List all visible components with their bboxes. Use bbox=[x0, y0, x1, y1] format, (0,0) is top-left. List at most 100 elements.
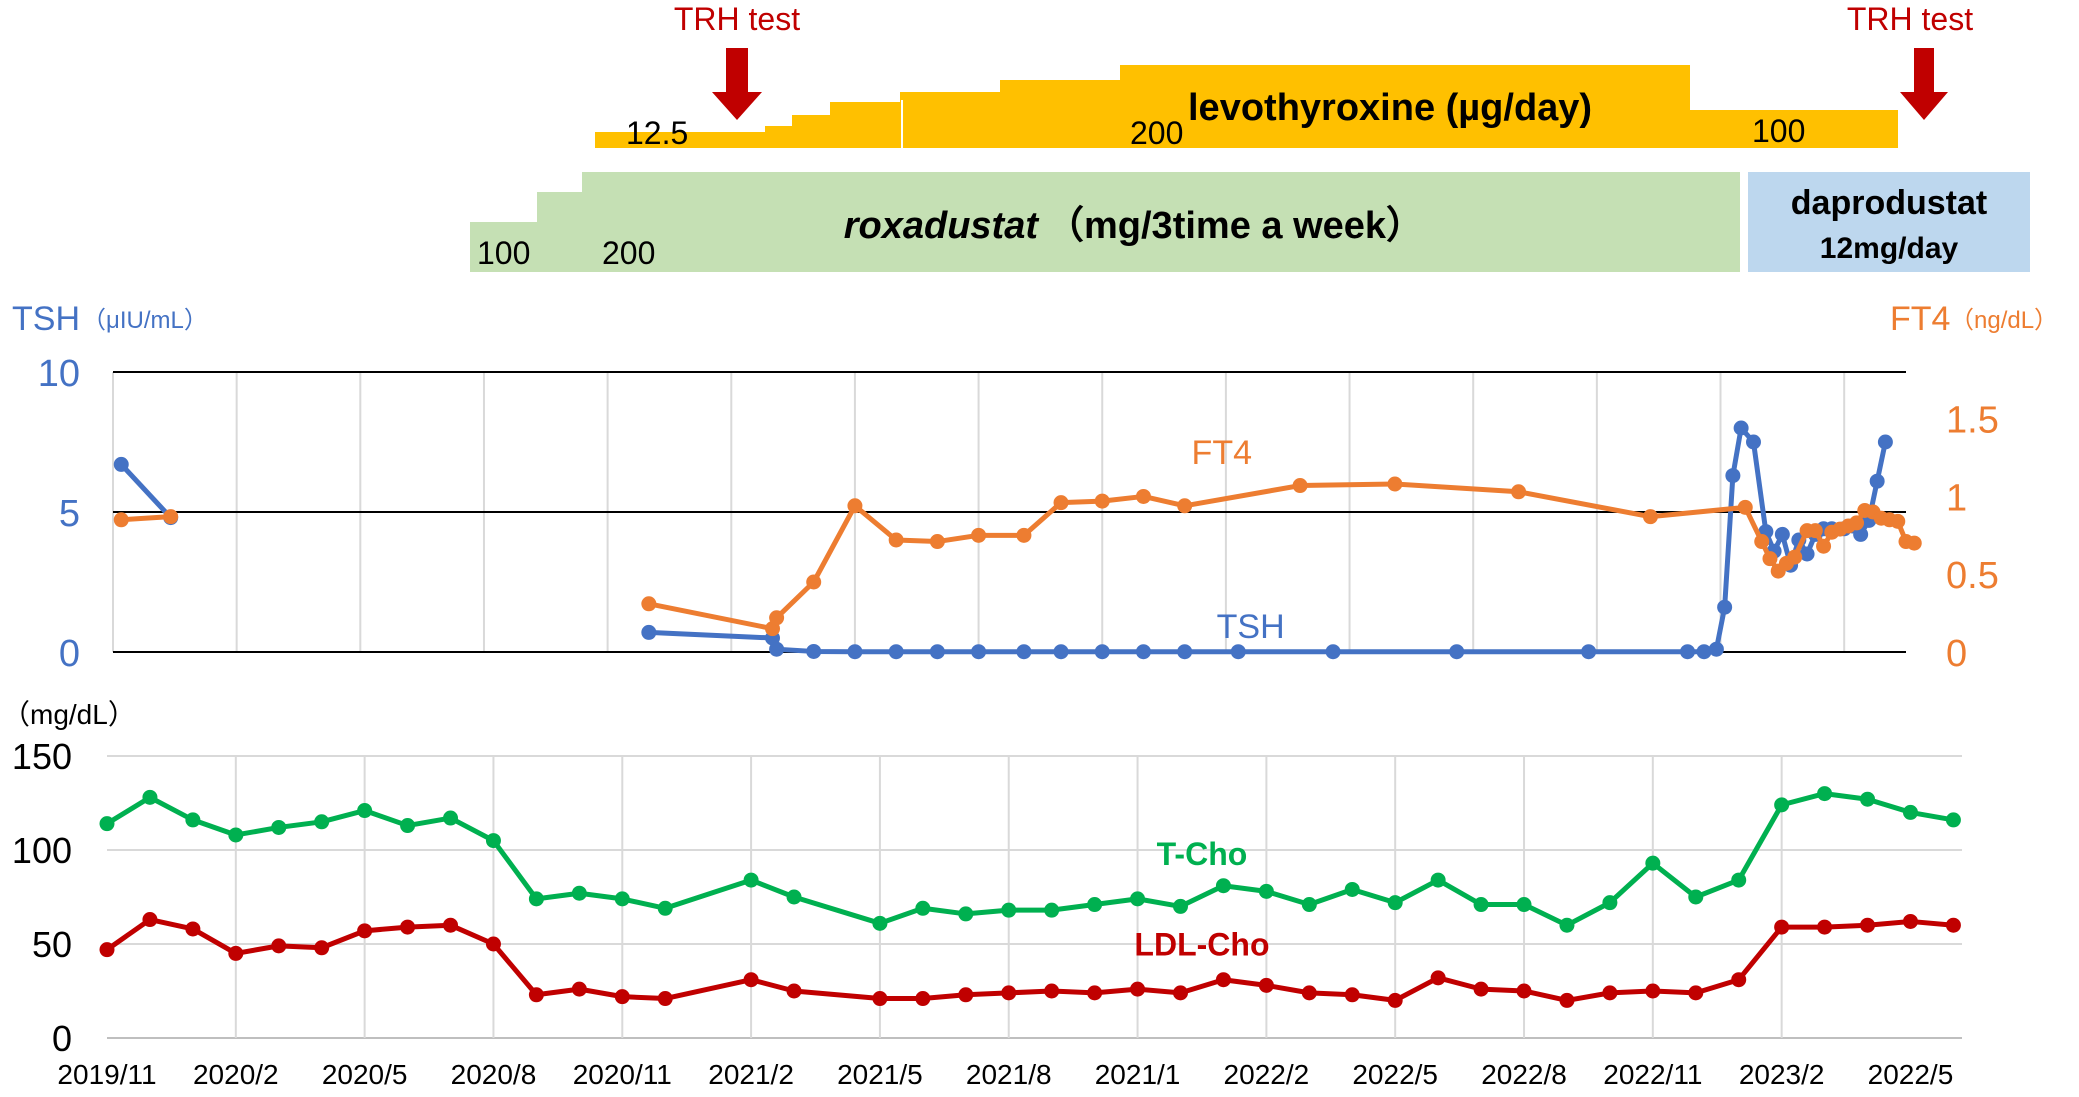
ft4-data-point bbox=[1906, 535, 1922, 551]
cholesterol-y-tick-label: 150 bbox=[12, 736, 72, 777]
cholesterol-x-tick-label: 2022/11 bbox=[1603, 1059, 1702, 1090]
t-cho-data-point bbox=[614, 891, 630, 907]
cholesterol-x-tick-label: 2021/2 bbox=[708, 1059, 794, 1090]
ldl-cho-data-point bbox=[528, 987, 544, 1003]
ft4-data-point bbox=[1754, 534, 1770, 550]
ft4-series-line bbox=[121, 514, 171, 523]
tsh-data-point bbox=[1680, 644, 1696, 660]
tsh-data-point bbox=[1869, 473, 1885, 489]
tsh-data-point bbox=[806, 643, 822, 659]
ft4-data-point bbox=[1642, 509, 1658, 525]
cholesterol-y-tick-label: 100 bbox=[12, 830, 72, 871]
ldl-cho-data-point bbox=[1516, 983, 1532, 999]
t-cho-data-point bbox=[1945, 812, 1961, 828]
ldl-cho-data-point bbox=[314, 940, 330, 956]
roxadustat-dose-next: 200 bbox=[602, 235, 655, 271]
t-cho-data-point bbox=[99, 816, 115, 832]
ldl-cho-data-point bbox=[1387, 992, 1403, 1008]
levothyroxine-title: levothyroxine (µg/day) bbox=[1188, 87, 1592, 129]
t-cho-data-point bbox=[400, 818, 416, 834]
ft4-tick-label: 0 bbox=[1946, 633, 1967, 675]
t-cho-data-point bbox=[1215, 878, 1231, 894]
ft4-data-point bbox=[1787, 549, 1803, 565]
t-cho-data-point bbox=[786, 889, 802, 905]
t-cho-data-point bbox=[1902, 804, 1918, 820]
roxadustat-name: roxadustat bbox=[844, 205, 1040, 247]
tsh-data-point bbox=[1094, 644, 1110, 660]
tsh-data-point bbox=[1581, 644, 1597, 660]
t-cho-data-point bbox=[314, 814, 330, 830]
cholesterol-x-tick-label: 2020/8 bbox=[451, 1059, 537, 1090]
cholesterol-x-tick-label: 2020/11 bbox=[573, 1059, 672, 1090]
cholesterol-x-tick-label: 2022/5 bbox=[1352, 1059, 1438, 1090]
tsh-data-point bbox=[1708, 641, 1724, 657]
daprodustat-dose: 12mg/day bbox=[1820, 232, 1959, 265]
ldl-cho-data-point bbox=[1645, 983, 1661, 999]
ft4-data-point bbox=[1053, 495, 1069, 511]
ft4-data-point bbox=[1387, 476, 1403, 492]
ft4-axis-unit: （ng/dL） bbox=[1950, 307, 2058, 334]
ldl-cho-data-point bbox=[1559, 992, 1575, 1008]
t-cho-data-point bbox=[228, 827, 244, 843]
cholesterol-x-tick-label: 2019/11 bbox=[57, 1059, 156, 1090]
ft4-data-point bbox=[847, 498, 863, 514]
ft4-axis-title: FT4 bbox=[1890, 300, 1950, 338]
t-cho-data-point bbox=[1516, 897, 1532, 913]
tsh-data-point bbox=[971, 644, 987, 660]
daprodustat-name: daprodustat bbox=[1791, 184, 1987, 222]
t-cho-data-point bbox=[1731, 872, 1747, 888]
t-cho-data-point bbox=[1645, 855, 1661, 871]
ldl-cho-data-point bbox=[443, 917, 459, 933]
cholesterol-x-tick-label: 2020/5 bbox=[322, 1059, 408, 1090]
tsh-data-point bbox=[1717, 599, 1733, 615]
trh-test-label-left: TRH test bbox=[674, 1, 800, 37]
tsh-axis-unit: （μIU/mL） bbox=[82, 307, 208, 334]
ft4-data-point bbox=[806, 574, 822, 590]
ft4-data-point bbox=[1807, 523, 1823, 539]
t-cho-data-point bbox=[1044, 902, 1060, 918]
tsh-data-point bbox=[888, 644, 904, 660]
trh-test-arrow-right bbox=[1900, 48, 1948, 120]
ldl-cho-data-point bbox=[1945, 917, 1961, 933]
levothyroxine-dose-start: 12.5 bbox=[626, 115, 688, 151]
trh-test-arrow-left bbox=[712, 48, 762, 120]
ldl-cho-data-point bbox=[1774, 919, 1790, 935]
t-cho-series-line bbox=[105, 791, 1954, 928]
tsh-data-point bbox=[1799, 546, 1815, 562]
tsh-data-point bbox=[847, 644, 863, 660]
t-cho-data-point bbox=[1172, 898, 1188, 914]
ldl-cho-data-point bbox=[1731, 972, 1747, 988]
tsh-data-point bbox=[113, 456, 129, 472]
ldl-cho-data-point bbox=[1301, 985, 1317, 1001]
ldl-cho-data-point bbox=[1344, 987, 1360, 1003]
ft4-data-point bbox=[641, 596, 657, 612]
ldl-cho-data-point bbox=[142, 912, 158, 928]
t-cho-data-point bbox=[1817, 786, 1833, 802]
ldl-cho-data-point bbox=[743, 972, 759, 988]
t-cho-data-point bbox=[657, 900, 673, 916]
ldl-cho-data-point bbox=[1172, 985, 1188, 1001]
t-cho-data-point bbox=[1344, 881, 1360, 897]
ft4-data-point bbox=[1762, 551, 1778, 567]
ft4-tick-label: 0.5 bbox=[1946, 555, 1999, 597]
t-cho-data-point bbox=[1473, 897, 1489, 913]
ldl-cho-data-point bbox=[1688, 985, 1704, 1001]
ldl-cho-data-point bbox=[1473, 981, 1489, 997]
t-cho-data-point bbox=[1774, 797, 1790, 813]
levothyroxine-dose-end: 100 bbox=[1752, 113, 1805, 149]
levothyroxine-dose-peak: 200 bbox=[1130, 115, 1183, 151]
ldl-cho-data-point bbox=[1215, 972, 1231, 988]
ft4-data-point bbox=[769, 610, 785, 626]
ldl-cho-data-point bbox=[1430, 970, 1446, 986]
ldl-cho-data-point bbox=[1817, 919, 1833, 935]
ldl-cho-series-label: LDL-Cho bbox=[1134, 926, 1269, 962]
thyroid-chart: TSH （μIU/mL） FT4 （ng/dL） 0 5 10 0 0.5 1 1.5 F… bbox=[12, 300, 2058, 675]
tsh-tick-label: 0 bbox=[59, 633, 80, 675]
t-cho-data-point bbox=[1130, 891, 1146, 907]
ldl-cho-data-point bbox=[185, 921, 201, 937]
ldl-cho-data-point bbox=[228, 945, 244, 961]
tsh-data-point bbox=[1135, 644, 1151, 660]
roxadustat-unit: （mg/3time a week） bbox=[1046, 205, 1424, 247]
ldl-cho-data-point bbox=[271, 938, 287, 954]
